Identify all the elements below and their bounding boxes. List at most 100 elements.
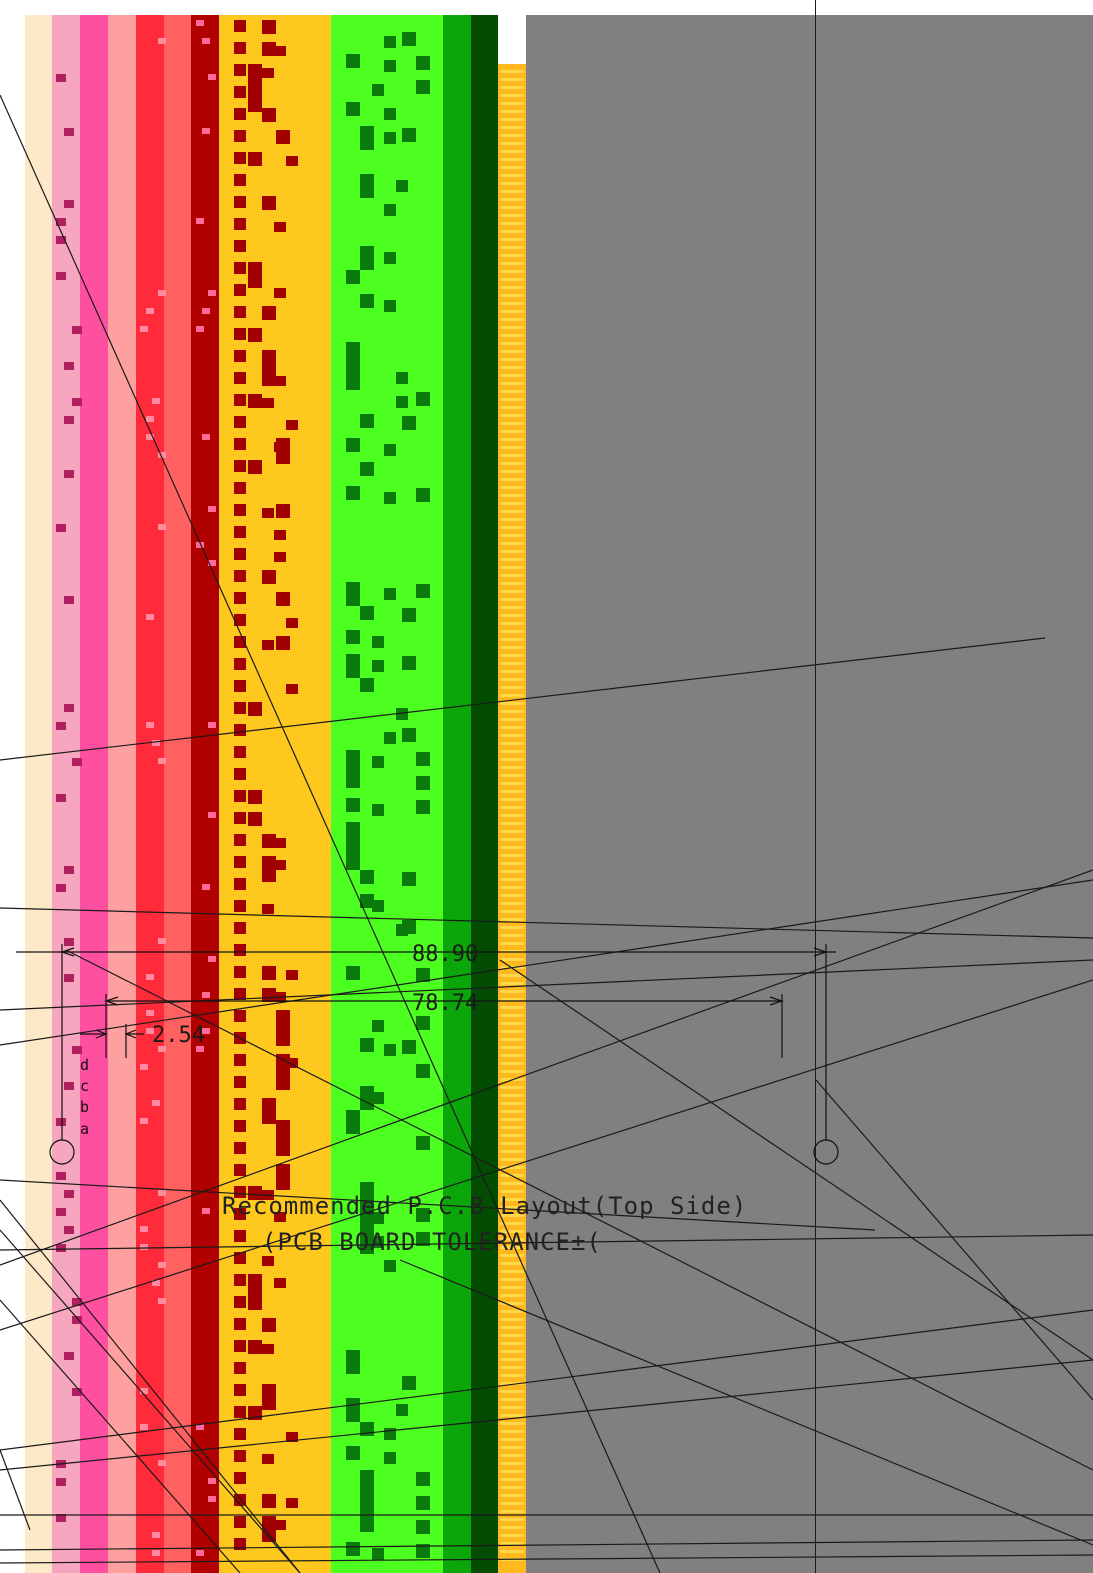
pattern-block bbox=[72, 1298, 82, 1306]
pattern-block bbox=[234, 1142, 246, 1154]
pattern-block bbox=[64, 596, 74, 604]
pattern-block bbox=[346, 630, 360, 644]
pattern-block bbox=[248, 86, 262, 112]
pattern-block bbox=[384, 732, 396, 744]
pattern-block bbox=[248, 1274, 262, 1300]
pattern-block bbox=[500, 334, 524, 337]
pattern-block bbox=[234, 1230, 246, 1242]
pattern-block bbox=[500, 1118, 524, 1121]
pattern-block bbox=[202, 38, 210, 44]
pattern-block bbox=[234, 394, 246, 406]
pattern-block bbox=[274, 552, 286, 562]
pattern-block bbox=[248, 1296, 262, 1310]
pattern-block bbox=[500, 886, 524, 889]
pattern-block bbox=[202, 884, 210, 890]
pattern-block bbox=[274, 442, 286, 452]
pattern-block bbox=[262, 904, 274, 914]
pattern-block bbox=[500, 558, 524, 561]
pattern-block bbox=[234, 284, 246, 296]
pattern-block bbox=[396, 396, 408, 408]
pattern-block bbox=[500, 678, 524, 681]
pattern-block bbox=[500, 1182, 524, 1185]
pattern-block bbox=[384, 36, 396, 48]
pattern-block bbox=[208, 956, 216, 962]
pattern-block bbox=[360, 462, 374, 476]
pattern-block bbox=[234, 1164, 246, 1176]
pattern-block bbox=[196, 542, 204, 548]
pattern-block bbox=[384, 132, 396, 144]
pattern-block bbox=[158, 452, 166, 458]
drawing-subtitle: (PCB BOARD TOLERANCE±( bbox=[262, 1228, 602, 1256]
pattern-block bbox=[500, 1350, 524, 1353]
pattern-block bbox=[262, 398, 274, 408]
pattern-block bbox=[56, 74, 66, 82]
pattern-block bbox=[234, 614, 246, 626]
pattern-block bbox=[372, 1548, 384, 1560]
pattern-block bbox=[248, 328, 262, 342]
pattern-block bbox=[500, 998, 524, 1001]
pattern-block bbox=[234, 1010, 246, 1022]
pattern-block bbox=[500, 190, 524, 193]
pattern-block bbox=[202, 308, 210, 314]
pattern-block bbox=[274, 222, 286, 232]
pattern-block bbox=[158, 1460, 166, 1466]
pattern-block bbox=[416, 1208, 430, 1222]
pattern-block bbox=[500, 1270, 524, 1273]
pin-row-label: b bbox=[80, 1098, 89, 1116]
pattern-block bbox=[372, 900, 384, 912]
pattern-block bbox=[234, 328, 246, 340]
pattern-block bbox=[500, 398, 524, 401]
construction-line bbox=[0, 879, 1093, 1046]
pattern-block bbox=[500, 542, 524, 545]
pattern-block bbox=[64, 128, 74, 136]
pattern-block bbox=[500, 718, 524, 721]
pattern-block bbox=[152, 1280, 160, 1286]
pattern-block bbox=[262, 1388, 274, 1398]
pattern-block bbox=[146, 614, 154, 620]
pattern-block bbox=[500, 382, 524, 385]
pattern-block bbox=[234, 944, 246, 956]
pattern-block bbox=[500, 582, 524, 585]
pattern-block bbox=[500, 830, 524, 833]
pattern-block bbox=[274, 838, 286, 848]
construction-lines bbox=[0, 94, 1093, 1573]
pattern-block bbox=[360, 414, 374, 428]
pattern-block bbox=[500, 622, 524, 625]
pattern-block bbox=[56, 524, 66, 532]
pattern-block bbox=[500, 1462, 524, 1465]
pattern-block bbox=[500, 934, 524, 937]
pattern-block bbox=[346, 966, 360, 980]
pattern-block bbox=[196, 326, 204, 332]
pattern-block bbox=[500, 646, 524, 649]
pattern-block bbox=[64, 866, 74, 874]
pattern-block bbox=[500, 1366, 524, 1369]
band-green bbox=[443, 15, 471, 1573]
pattern-block bbox=[234, 1208, 246, 1220]
pattern-block bbox=[372, 804, 384, 816]
pattern-block bbox=[500, 294, 524, 297]
pattern-block bbox=[262, 1098, 276, 1124]
pattern-block bbox=[64, 974, 74, 982]
pattern-block bbox=[500, 422, 524, 425]
pattern-block bbox=[234, 988, 246, 1000]
construction-line bbox=[0, 1554, 1093, 1564]
pattern-block bbox=[234, 1318, 246, 1330]
pattern-block bbox=[500, 238, 524, 241]
pattern-block bbox=[500, 1470, 524, 1473]
pattern-block bbox=[262, 1516, 276, 1542]
pattern-block bbox=[500, 814, 524, 817]
pattern-block bbox=[140, 1388, 148, 1394]
pattern-block bbox=[234, 812, 246, 824]
pattern-block bbox=[248, 812, 262, 826]
pattern-block bbox=[346, 822, 360, 846]
pattern-block bbox=[500, 1446, 524, 1449]
pattern-block bbox=[500, 446, 524, 449]
construction-line bbox=[0, 94, 661, 1573]
pattern-block bbox=[416, 776, 430, 790]
pattern-block bbox=[500, 910, 524, 913]
pattern-block bbox=[500, 750, 524, 753]
pattern-block bbox=[234, 438, 246, 450]
pattern-block bbox=[346, 1446, 360, 1460]
pattern-block bbox=[396, 1404, 408, 1416]
pattern-block bbox=[500, 406, 524, 409]
